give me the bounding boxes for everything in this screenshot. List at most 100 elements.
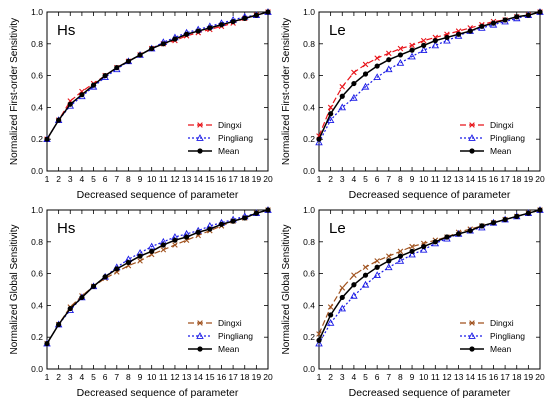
x-tick-label: 7 [114,174,119,184]
x-tick-label: 13 [454,174,464,184]
data-point [386,57,392,63]
x-tick-label: 9 [138,372,143,382]
data-point [315,138,323,146]
x-tick-label: 10 [147,174,157,184]
x-tick-label: 8 [398,372,403,382]
data-point [408,52,416,60]
data-point [396,58,405,66]
data-point [374,264,380,270]
data-point [502,17,508,23]
data-point [67,101,73,107]
data-point [338,304,347,312]
x-tick-label: 12 [170,372,180,382]
data-point [408,250,416,258]
chart-panel-3: 1 2 3 4 5 6 7 8 9 10 11 12 13 14 15 16 17 18 19 200.00.20.4… [9,205,273,399]
x-tick-label: 4 [80,372,85,382]
x-tick-label: 12 [442,372,452,382]
data-point [172,36,178,42]
x-tick-label: 20 [535,372,545,382]
data-point [455,31,462,37]
panel-label: Le [329,220,346,237]
data-point [467,228,473,234]
legend: Dingxi Pingliang Mean [188,318,253,354]
legend-marker [469,346,475,352]
x-tick-label: 16 [217,372,227,382]
legend-label: Pingliang [490,133,525,143]
data-point [242,215,248,221]
series-line [318,11,541,143]
x-tick-label: 19 [524,372,534,382]
y-tick-label: 0.8 [31,39,43,49]
data-point [44,340,50,347]
data-point [373,73,381,81]
x-tick-label: 10 [419,372,429,382]
x-axis-label: Decreased sequence of parameter [77,189,239,201]
x-tick-label: 2 [56,372,61,382]
y-tick-label: 0.6 [303,269,315,279]
y-tick-label: 1.0 [303,7,315,17]
legend: Dingxi Pingliang Mean [460,120,525,156]
plot-frame [318,209,541,370]
data-point [67,305,73,312]
data-point [396,256,405,264]
x-tick-label: 19 [252,372,262,382]
data-point [362,71,369,77]
x-tick-label: 3 [68,372,73,382]
legend-marker [469,122,475,128]
data-point [432,38,438,44]
legend-label: Dingxi [218,318,242,328]
data-point [373,271,381,279]
legend-marker [197,346,203,352]
data-point [421,42,427,48]
x-tick-label: 17 [228,174,238,184]
data-point [316,337,322,343]
data-point [419,245,428,253]
data-point [444,234,450,240]
data-point [218,22,225,28]
y-tick-label: 0.2 [31,134,43,144]
legend-marker [468,332,476,339]
data-point [160,242,166,248]
y-tick-label: 0.8 [303,237,315,247]
x-tick-label: 8 [398,174,403,184]
y-tick-label: 0.6 [31,269,43,279]
x-tick-label: 7 [386,174,391,184]
data-point [409,248,415,254]
x-tick-label: 11 [431,174,440,184]
y-axis-label: Normalized Global Sensitivity [281,224,292,354]
y-tick-label: 0.4 [31,300,43,310]
data-point [525,12,531,18]
data-point [537,9,543,15]
legend-label: Dingxi [490,318,514,328]
data-point [327,304,334,310]
data-point [397,45,404,52]
data-point [207,226,213,232]
data-point [327,104,334,111]
data-point [114,266,120,272]
y-tick-label: 0.2 [31,332,43,342]
x-tick-label: 8 [126,174,131,184]
x-tick-label: 20 [263,372,273,382]
data-point [114,65,120,71]
x-tick-label: 17 [500,174,510,184]
x-tick-label: 18 [512,174,522,184]
y-tick-label: 0.0 [303,364,315,374]
data-point [361,280,370,288]
data-point [443,36,451,44]
data-point [397,248,404,255]
panel-label: Le [329,22,346,39]
data-point [351,80,357,87]
legend-label: Mean [490,146,512,156]
data-point [502,216,508,223]
x-tick-label: 7 [386,372,391,382]
x-tick-label: 3 [68,174,73,184]
data-point [160,246,167,253]
data-point [537,207,543,213]
data-point [490,220,497,226]
data-point [339,93,345,99]
data-point [374,55,380,61]
data-point [351,282,357,288]
x-axis-label: Decreased sequence of parameter [349,387,511,399]
series-mean [316,207,543,343]
data-point [230,18,236,25]
